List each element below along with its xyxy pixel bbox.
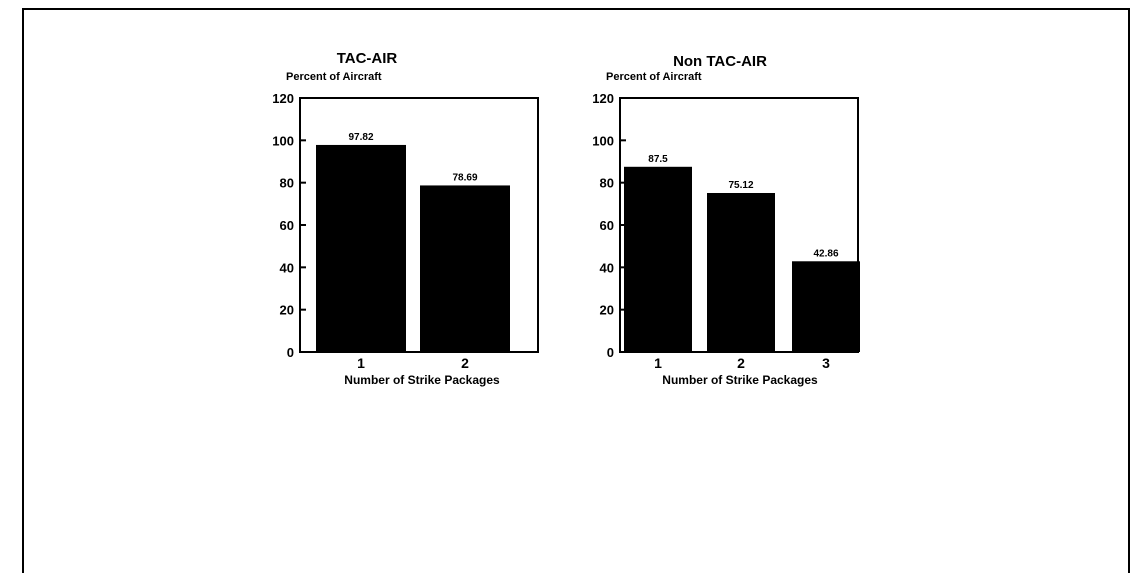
chart-1-y-tick-label: 120 <box>592 91 614 106</box>
chart-1-y-tick-label: 40 <box>600 260 614 275</box>
chart-1-y-tick-label: 0 <box>607 345 614 360</box>
chart-0-x-tick-label: 1 <box>357 355 365 371</box>
chart-0-y-tick-label: 40 <box>280 260 294 275</box>
chart-1-y-tick-label: 100 <box>592 133 614 148</box>
chart-0-bar-2 <box>420 185 510 352</box>
chart-1-bar-1 <box>624 166 692 352</box>
chart-0-y-tick-label: 120 <box>272 91 294 106</box>
chart-1-data-label: 75.12 <box>728 180 753 191</box>
figure-frame <box>22 8 1130 573</box>
chart-0-title: TAC-AIR <box>337 50 398 67</box>
chart-0-x-tick-label: 2 <box>461 355 469 371</box>
chart-1-y-axis-label: Percent of Aircraft <box>606 71 702 83</box>
chart-0-data-label: 78.69 <box>452 172 477 183</box>
chart-1-bar-3 <box>792 261 860 352</box>
chart-1-bar-2 <box>707 192 775 352</box>
chart-0-bar-1 <box>316 144 406 352</box>
chart-1-x-tick-label: 1 <box>654 355 662 371</box>
chart-0-data-label: 97.82 <box>348 132 373 143</box>
chart-1-y-tick-label: 80 <box>600 176 614 191</box>
chart-1-x-axis-label: Number of Strike Packages <box>662 373 818 387</box>
chart-0-y-tick-label: 20 <box>280 303 294 318</box>
chart-0-x-axis-label: Number of Strike Packages <box>344 373 500 387</box>
chart-0-y-axis-label: Percent of Aircraft <box>286 71 382 83</box>
chart-1-x-tick-label: 3 <box>822 355 830 371</box>
chart-0-y-tick-label: 0 <box>287 345 294 360</box>
chart-1-x-tick-label: 2 <box>737 355 745 371</box>
chart-1-data-label: 42.86 <box>813 248 838 259</box>
chart-1-y-tick-label: 60 <box>600 218 614 233</box>
chart-0-y-tick-label: 80 <box>280 176 294 191</box>
chart-1-title: Non TAC-AIR <box>673 53 767 70</box>
chart-1-y-tick-label: 20 <box>600 303 614 318</box>
chart-1-data-label: 87.5 <box>648 154 668 165</box>
chart-0-y-tick-label: 60 <box>280 218 294 233</box>
chart-0-y-tick-label: 100 <box>272 133 294 148</box>
